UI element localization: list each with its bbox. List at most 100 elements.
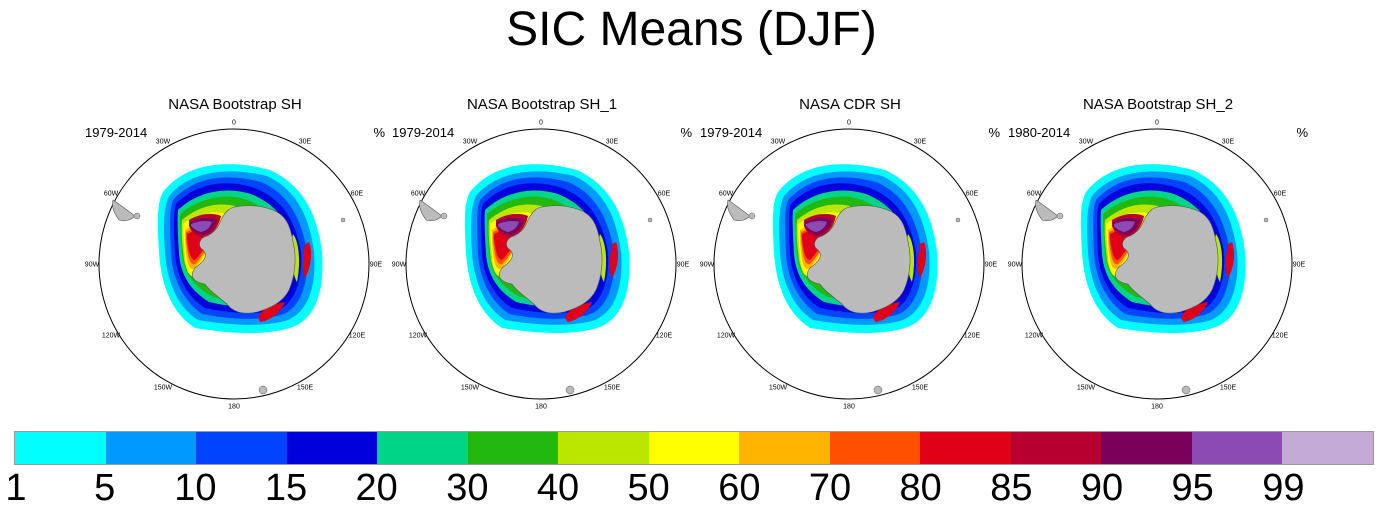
longitude-label: 0 [847, 120, 851, 127]
longitude-label: 90E [985, 262, 998, 269]
longitude-label: 120E [349, 333, 366, 340]
longitude-label: 0 [1155, 120, 1159, 127]
colorbar-swatch [1010, 432, 1102, 464]
colorbar-tick-label: 20 [355, 467, 398, 509]
sea-ice-band [1114, 220, 1135, 232]
longitude-label: 180 [228, 404, 240, 411]
longitude-label: 120W [409, 333, 428, 340]
panel-period: 1979-2014 [700, 125, 763, 140]
south-america-landmass [419, 199, 443, 222]
longitude-label: 120E [1272, 333, 1289, 340]
sea-ice-band [498, 220, 519, 232]
colorbar-swatch [739, 432, 830, 464]
south-america-landmass [112, 199, 136, 222]
colorbar-swatch [196, 432, 287, 464]
longitude-label: 120E [656, 333, 673, 340]
colorbar-swatch [377, 432, 468, 464]
longitude-label: 0 [232, 120, 236, 127]
island [258, 385, 268, 395]
longitude-label: 60E [966, 191, 979, 198]
south-america-landmass [727, 199, 751, 222]
longitude-label: 150E [297, 384, 314, 391]
map-panel: NASA CDR SH 1979-2014% 0 30E 60E 90E 120E 150E 1… [700, 92, 1000, 412]
longitude-label: 150W [1077, 384, 1096, 391]
longitude-label: 30W [771, 139, 786, 146]
colorbar-swatch [1282, 432, 1373, 464]
panel-units: % [680, 125, 692, 140]
island [133, 212, 141, 220]
longitude-label: 30E [606, 139, 619, 146]
colorbar-tick-label: 10 [174, 467, 217, 509]
longitude-label: 150W [154, 384, 173, 391]
longitude-label: 180 [1151, 404, 1163, 411]
longitude-label: 150W [769, 384, 788, 391]
longitude-label: 150W [461, 384, 480, 391]
map-panel: NASA Bootstrap SH_1 1979-2014% 0 30E 60E 90E 1… [392, 92, 692, 412]
longitude-label: 30W [1079, 139, 1094, 146]
antarctica-landmass [1115, 205, 1219, 314]
colorbar-tick-label: 5 [94, 467, 116, 509]
longitude-label: 120W [102, 333, 121, 340]
colorbar-swatch [467, 432, 559, 464]
longitude-label: 60E [1274, 191, 1287, 198]
longitude-label: 120W [717, 333, 736, 340]
island [565, 385, 575, 395]
colorbar-labels: 1 5 10 15 20 30 40 50 60 70 80 85 90 95 99 [0, 466, 1383, 510]
colorbar-tick-label: 30 [446, 467, 489, 509]
longitude-label: 150E [912, 384, 929, 391]
island [1181, 385, 1191, 395]
longitude-label: 90E [677, 262, 690, 269]
colorbar-tick-label: 99 [1262, 467, 1305, 509]
longitude-label: 30W [463, 139, 478, 146]
island [440, 212, 448, 220]
island [748, 212, 756, 220]
sea-ice-band [806, 220, 827, 232]
longitude-label: 180 [843, 404, 855, 411]
longitude-label: 90E [370, 262, 383, 269]
colorbar-tick-label: 15 [264, 467, 308, 509]
antarctica-landmass [807, 205, 911, 314]
sea-ice-band [1181, 302, 1208, 322]
sea-ice-band [609, 242, 619, 278]
colorbar-tick-label: 95 [1171, 467, 1214, 509]
colorbar-swatch [829, 432, 921, 464]
longitude-label: 90W [392, 262, 407, 269]
polar-map: 0 30E 60E 90E 120E 150E 180 150W 120W 90W 60W 30W [85, 120, 383, 411]
longitude-label: 60W [719, 191, 734, 198]
sea-ice-band [258, 302, 285, 322]
island [647, 217, 653, 223]
panel-period: 1980-2014 [1008, 125, 1071, 140]
colorbar-tick-label: 1 [5, 467, 27, 509]
longitude-label: 150E [604, 384, 621, 391]
colorbar-swatch [1191, 432, 1283, 464]
panel-units: % [988, 125, 1000, 140]
sea-ice-band [917, 242, 927, 278]
sea-ice-band [873, 302, 900, 322]
longitude-label: 150E [1220, 384, 1237, 391]
colorbar-tick-label: 90 [1080, 467, 1124, 509]
longitude-label: 90W [85, 262, 100, 269]
antarctica-landmass [499, 205, 603, 314]
colorbar-swatch [105, 432, 197, 464]
colorbar [14, 431, 1374, 465]
island [340, 217, 346, 223]
longitude-label: 90W [1008, 262, 1023, 269]
panel-units: % [1296, 125, 1308, 140]
longitude-label: 60E [658, 191, 671, 198]
longitude-label: 180 [535, 404, 547, 411]
polar-map: 0 30E 60E 90E 120E 150E 180 150W 120W 90W 60W 30W [700, 120, 998, 411]
sea-ice-band [302, 242, 312, 278]
panel-title: NASA Bootstrap SH [168, 96, 302, 113]
map-panel: NASA Bootstrap SH_2 1980-2014% 0 30E 60E 90E 1… [1008, 92, 1308, 412]
island [1263, 217, 1269, 223]
island [873, 385, 883, 395]
longitude-label: 120E [964, 333, 981, 340]
colorbar-swatch [15, 432, 106, 464]
longitude-label: 90E [1293, 262, 1306, 269]
panel-title: NASA Bootstrap SH_1 [466, 96, 618, 113]
longitude-label: 60W [411, 191, 426, 198]
south-america-landmass [1035, 199, 1059, 222]
longitude-label: 60W [1027, 191, 1042, 198]
colorbar-tick-label: 85 [990, 467, 1033, 509]
colorbar-swatch [286, 432, 378, 464]
